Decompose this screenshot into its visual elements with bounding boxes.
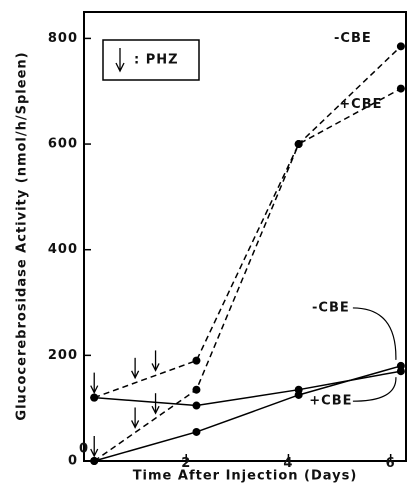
legend-box [102,39,200,81]
label-arrow [352,377,397,402]
data-point [192,385,201,394]
y-tick-label: 600 [48,137,78,152]
label-arrow [352,307,397,360]
series-line [93,45,402,462]
data-point [192,427,201,436]
series-label: -CBE [334,31,372,46]
x-tick-label: 2 [181,456,191,471]
data-point [396,42,405,51]
data-point [90,393,99,402]
y-tick-label: 800 [48,31,78,46]
y-tick-label: 400 [48,242,78,257]
injection-arrow-head [131,370,140,380]
y-tick-label: 200 [48,348,78,363]
x-tick-label: 6 [386,456,396,471]
injection-arrow-head [90,385,99,395]
x-tick-label: 0 [79,442,89,457]
data-point [396,367,405,376]
series-line [93,87,402,399]
y-tick-label: 0 [68,454,78,469]
data-point [396,84,405,93]
x-tick-label: 4 [283,456,293,471]
series-label: -CBE [312,300,350,315]
injection-arrow-head [151,405,160,415]
plot-frame [83,11,407,462]
injection-arrow-head [131,420,140,429]
legend-label: : PHZ [134,53,179,68]
injection-arrow-head [90,448,99,458]
y-axis-label: Glucocerebrosidase Activity (nmol/h/Sple… [15,51,30,420]
series-line [94,370,402,407]
data-point [192,356,201,365]
data-point [294,140,303,149]
series-label: +CBE [339,97,382,112]
series-label: +CBE [309,394,352,409]
data-point [192,401,201,410]
injection-arrow-head [151,363,160,372]
legend-arrow-head [115,62,125,73]
x-axis-label: Time After Injection (Days) [133,469,358,484]
data-point [90,457,99,465]
data-point [294,385,303,394]
